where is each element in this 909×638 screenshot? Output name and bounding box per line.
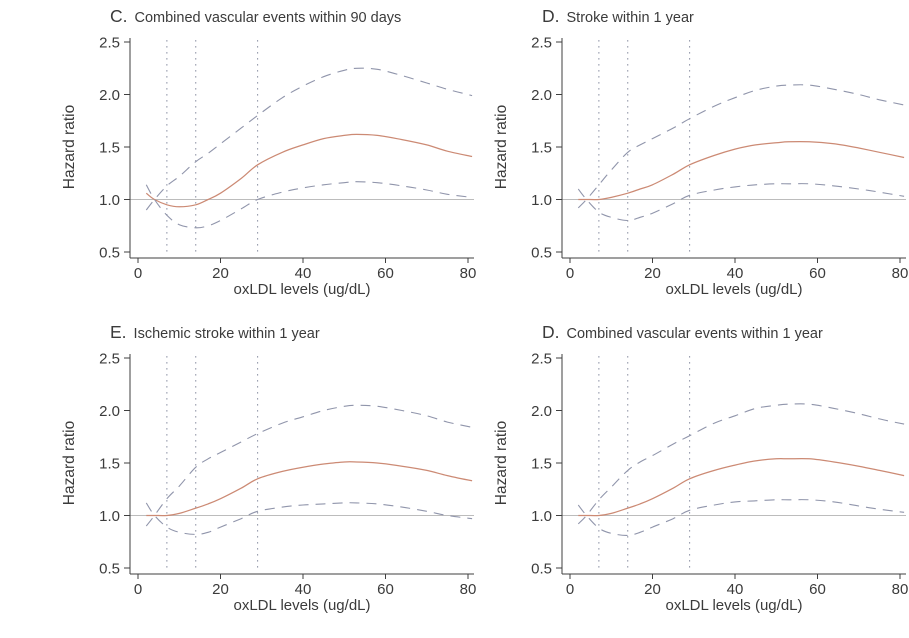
y-tick-label: 1.0 [99,508,120,525]
y-tick-label: 1.5 [531,455,552,472]
y-tick-label: 1.0 [531,192,552,209]
y-tick-label: 2.5 [99,34,120,51]
hazard-ratio-chart: 0.5 1.0 1.5 2.0 2.5 0 20 40 60 80 Hazard ratio [493,34,909,282]
x-tick-label: 40 [295,581,312,598]
x-tick-label: 20 [644,581,661,598]
panel-title-text: Stroke within 1 year [566,10,694,26]
y-tick-label: 1.0 [531,508,552,525]
x-tick-label: 40 [727,265,744,282]
y-tick-label: 2.0 [99,403,120,420]
panel-title-text: Combined vascular events within 90 days [134,10,402,26]
panel-letter: E. [110,322,127,342]
x-tick-label: 20 [212,265,229,282]
panel-title: D. Stroke within 1 year [490,6,909,30]
lower-95ci-line [145,502,473,535]
hazard-ratio-line [145,133,473,208]
lower-95ci-line [577,183,905,222]
x-tick-label: 80 [892,265,909,282]
x-axis-label: oxLDL levels (ug/dL) [665,597,803,614]
x-tick-label: 0 [134,265,142,282]
upper-95ci-line [145,67,473,211]
y-tick-label: 2.0 [531,403,552,420]
y-tick-label: 2.5 [99,350,120,367]
upper-95ci-line [145,404,473,527]
x-axis-label: oxLDL levels (ug/dL) [233,281,371,298]
y-tick-label: 1.5 [99,139,120,156]
x-tick-label: 20 [212,581,229,598]
y-axis-label: Hazard ratio [493,421,510,505]
y-tick-label: 0.5 [99,560,120,577]
panel-title: D. Combined vascular events within 1 yea… [490,322,909,346]
panel-d-stroke-1-year: D. Stroke within 1 year 0.5 1.0 1.5 2.0 2.5 0… [490,2,909,318]
panel-e-ischemic-stroke-1-year: E. Ischemic stroke within 1 year 0.5 1.0 1… [58,318,490,634]
hazard-ratio-line [146,461,473,517]
x-tick-label: 0 [134,581,142,598]
y-tick-label: 2.5 [531,350,552,367]
y-tick-label: 0.5 [531,244,552,261]
x-axis-label: oxLDL levels (ug/dL) [665,281,803,298]
y-tick-label: 1.0 [99,192,120,209]
y-tick-label: 2.0 [99,87,120,104]
panel-title-text: Combined vascular events within 1 year [566,326,823,342]
panel-title-text: Ischemic stroke within 1 year [133,326,320,342]
panel-c-combined-90-days: C. Combined vascular events within 90 da… [58,2,490,318]
y-axis-label: Hazard ratio [61,421,78,505]
x-tick-label: 60 [377,581,394,598]
panel-letter: C. [110,6,128,26]
x-tick-label: 60 [377,265,394,282]
x-tick-label: 60 [809,265,826,282]
y-tick-label: 2.5 [531,34,552,51]
upper-95ci-line [577,403,905,525]
panel-d-combined-1-year: D. Combined vascular events within 1 yea… [490,318,909,634]
lower-95ci-line [145,181,473,229]
y-tick-label: 0.5 [99,244,120,261]
hazard-ratio-chart: 0.5 1.0 1.5 2.0 2.5 0 20 40 60 80 Hazard ratio [493,350,909,598]
panel-letter: D. [542,6,560,26]
x-tick-label: 40 [727,581,744,598]
x-axis-label: oxLDL levels (ug/dL) [233,597,371,614]
panel-title: C. Combined vascular events within 90 da… [58,6,490,30]
x-tick-label: 80 [892,581,909,598]
x-tick-label: 80 [460,265,477,282]
x-tick-label: 0 [566,581,574,598]
x-tick-label: 60 [809,581,826,598]
x-tick-label: 80 [460,581,477,598]
lower-95ci-line [577,499,905,536]
y-axis-label: Hazard ratio [61,105,78,189]
panel-title: E. Ischemic stroke within 1 year [58,322,490,346]
hazard-ratio-line [578,140,905,201]
panel-grid: C. Combined vascular events within 90 da… [58,2,909,634]
hazard-ratio-line [578,457,905,517]
y-tick-label: 1.5 [531,139,552,156]
y-tick-label: 0.5 [531,560,552,577]
panel-letter: D. [542,322,560,342]
hazard-ratio-chart: 0.5 1.0 1.5 2.0 2.5 0 20 40 60 80 Hazard ratio [61,34,477,282]
upper-95ci-line [577,84,905,209]
x-tick-label: 40 [295,265,312,282]
y-tick-label: 1.5 [99,455,120,472]
x-tick-label: 20 [644,265,661,282]
y-axis-label: Hazard ratio [493,105,510,189]
x-tick-label: 0 [566,265,574,282]
y-tick-label: 2.0 [531,87,552,104]
hazard-ratio-chart: 0.5 1.0 1.5 2.0 2.5 0 20 40 60 80 Hazard ratio [61,350,477,598]
